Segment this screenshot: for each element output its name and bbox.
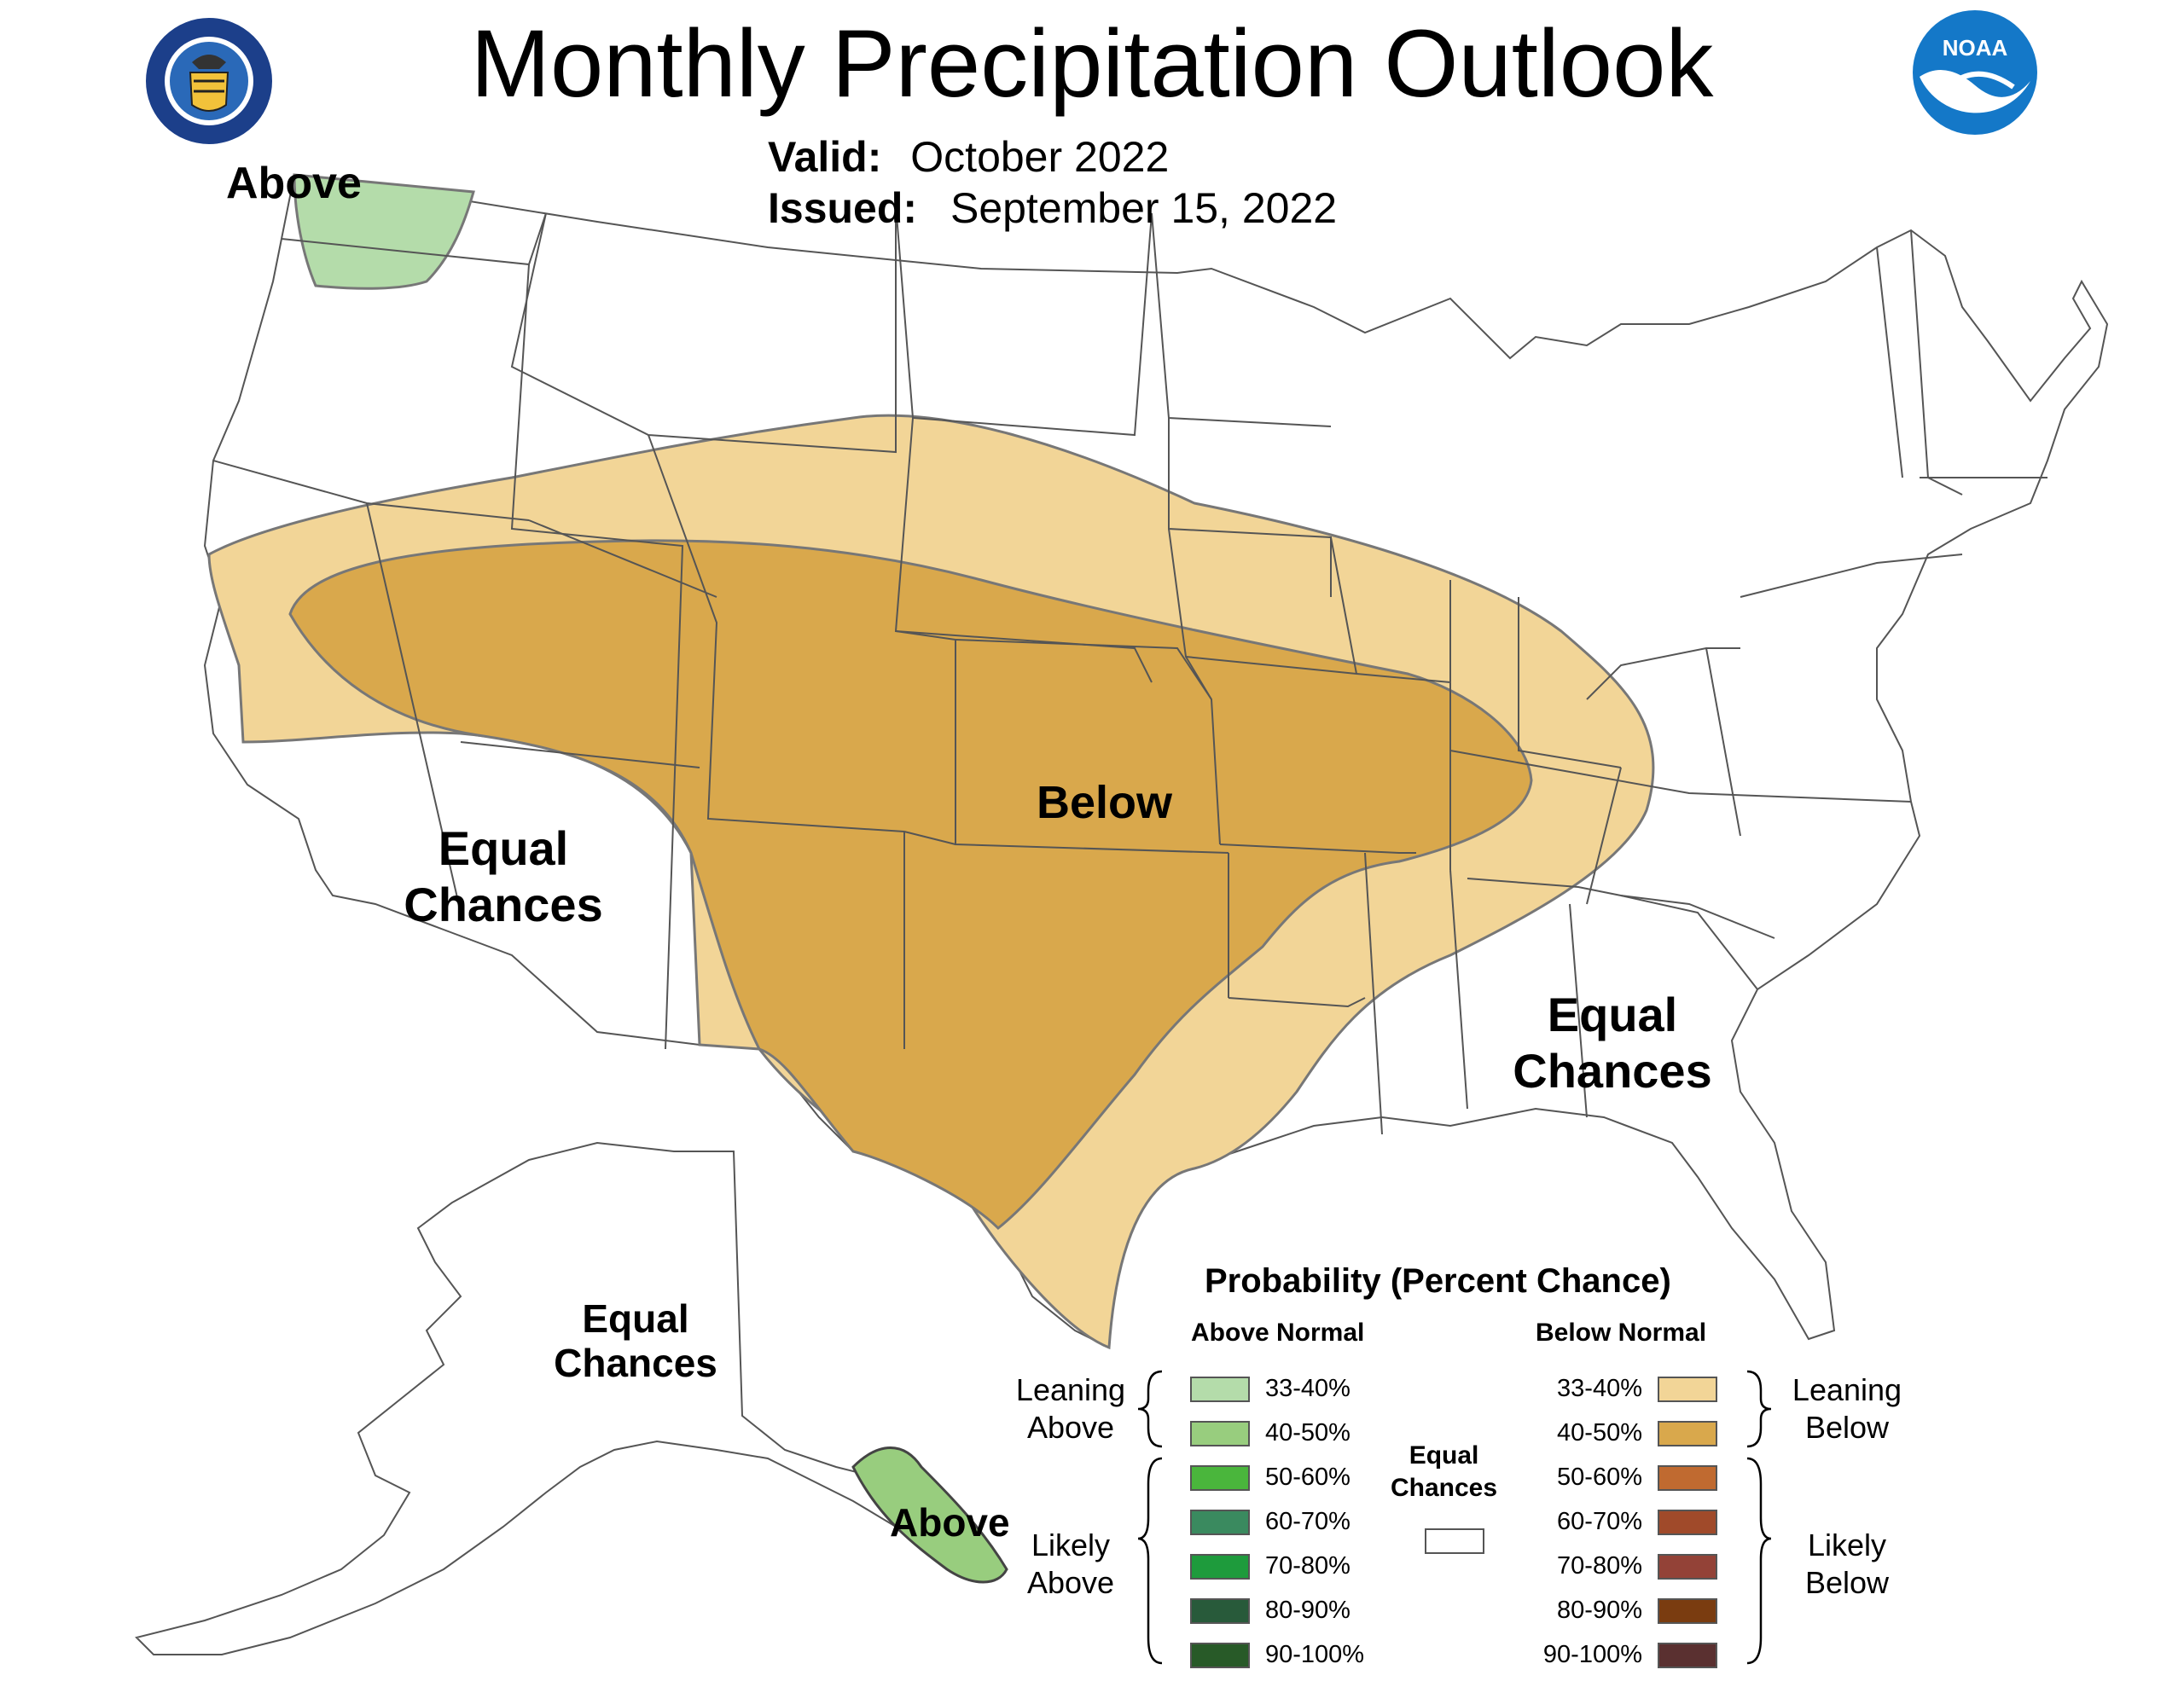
likely-below-line2: Below: [1804, 1565, 1890, 1600]
legend-below-braces: [1746, 1370, 1772, 1665]
valid-label: Valid:: [768, 133, 882, 181]
legend-below-label: 70-80%: [1557, 1552, 1642, 1580]
label-west-equal-line1: Equal: [438, 821, 569, 875]
legend-below-row: 40-50%: [1531, 1419, 1717, 1447]
legend-below-swatch: [1658, 1376, 1717, 1402]
legend-below-label: 90-100%: [1542, 1641, 1642, 1668]
legend-below-swatch: [1658, 1420, 1717, 1446]
legend-above-header: Above Normal: [1191, 1319, 1365, 1347]
legend-above-label: 70-80%: [1265, 1552, 1350, 1580]
legend-above-swatch: [1190, 1420, 1250, 1446]
legend-below-header: Below Normal: [1536, 1319, 1707, 1347]
legend-above-row: 60-70%: [1190, 1508, 1350, 1536]
legend-below-row: 33-40%: [1531, 1375, 1717, 1403]
legend-above-swatch: [1190, 1597, 1250, 1624]
issued-label: Issued:: [768, 184, 918, 232]
commerce-seal-logo: [142, 14, 276, 148]
likely-above-line1: Likely: [1031, 1528, 1111, 1562]
alaska-outline: [135, 1141, 1008, 1655]
legend-above-label: 60-70%: [1265, 1508, 1350, 1535]
legend-above-label: 33-40%: [1265, 1375, 1350, 1402]
legend-equal-chances-label: Equal Chances: [1391, 1440, 1497, 1504]
leaning-above-line2: Above: [1026, 1410, 1115, 1445]
map-title: Monthly Precipitation Outlook: [470, 10, 1714, 117]
legend-above-braces: [1137, 1370, 1163, 1665]
issued-value: September 15, 2022: [950, 184, 1338, 232]
leaning-above-line1: Leaning: [1015, 1372, 1126, 1407]
noaa-logo: NOAA: [1913, 10, 2037, 135]
legend-above-row: 80-90%: [1190, 1597, 1350, 1625]
state-boundaries: [212, 204, 2048, 1135]
legend-above-row: 70-80%: [1190, 1552, 1350, 1580]
noaa-logo-text: NOAA: [1943, 35, 2008, 61]
legend-title: Probability (Percent Chance): [1205, 1262, 1671, 1300]
legend-above-label: 50-60%: [1265, 1464, 1350, 1491]
legend-below-swatch: [1658, 1509, 1717, 1535]
legend-above-swatch: [1190, 1642, 1250, 1668]
likely-below-line1: Likely: [1807, 1528, 1887, 1562]
likely-above-line2: Above: [1026, 1565, 1115, 1600]
legend-below-row: 70-80%: [1531, 1552, 1717, 1580]
legend-below-row: 60-70%: [1531, 1508, 1717, 1536]
label-east-equal-line1: Equal: [1547, 988, 1678, 1041]
legend-below-row: 90-100%: [1531, 1641, 1717, 1669]
legend-below-swatch: [1658, 1553, 1717, 1580]
valid-row: Valid: October 2022: [768, 132, 1169, 182]
legend-above-row: 33-40%: [1190, 1375, 1350, 1403]
legend-below-label: 50-60%: [1557, 1464, 1642, 1491]
label-nw-above: Above: [226, 159, 362, 208]
label-west-equal-chances: Equal Chances: [392, 820, 614, 933]
label-alaska-equal-line1: Equal: [582, 1296, 689, 1341]
valid-value: October 2022: [910, 133, 1170, 181]
alaska-above-region: [851, 1446, 1008, 1584]
legend-below-swatch: [1658, 1597, 1717, 1624]
legend-above-row: 40-50%: [1190, 1419, 1350, 1447]
legend-above-swatch: [1190, 1376, 1250, 1402]
below-40-50-region: [288, 539, 1533, 1231]
legend-below-label: 60-70%: [1557, 1508, 1642, 1535]
legend-above-label: 40-50%: [1265, 1419, 1350, 1446]
legend-below-row: 80-90%: [1531, 1597, 1717, 1625]
label-alaska-above: Above: [890, 1500, 1010, 1545]
legend-equal-chances-swatch: [1425, 1528, 1484, 1554]
legend-above-swatch: [1190, 1553, 1250, 1580]
legend-above-swatch: [1190, 1509, 1250, 1535]
legend-above-swatch: [1190, 1464, 1250, 1491]
legend-equal-line2: Chances: [1391, 1474, 1498, 1502]
legend-above-label: 80-90%: [1265, 1597, 1350, 1624]
legend-above-row: 50-60%: [1190, 1464, 1350, 1492]
leaning-below-line1: Leaning: [1792, 1372, 1902, 1407]
legend-below-label: 80-90%: [1557, 1597, 1642, 1624]
legend-above-row: 90-100%: [1190, 1641, 1364, 1669]
label-center-below: Below: [1037, 777, 1173, 828]
legend-below-swatch: [1658, 1642, 1717, 1668]
legend-leaning-above-label: Leaning Above: [1007, 1371, 1135, 1446]
legend-equal-line1: Equal: [1409, 1441, 1479, 1470]
legend-below-row: 50-60%: [1531, 1464, 1717, 1492]
legend-likely-below-label: Likely Below: [1783, 1527, 1911, 1602]
legend-below-swatch: [1658, 1464, 1717, 1491]
label-east-equal-chances: Equal Chances: [1502, 987, 1723, 1099]
legend-leaning-below-label: Leaning Below: [1783, 1371, 1911, 1446]
legend-below-label: 33-40%: [1557, 1375, 1642, 1402]
legend-likely-above-label: Likely Above: [1007, 1527, 1135, 1602]
label-alaska-equal-line2: Chances: [554, 1341, 717, 1385]
label-west-equal-line2: Chances: [404, 878, 603, 931]
label-alaska-equal-chances: Equal Chances: [537, 1296, 734, 1385]
legend-above-label: 90-100%: [1265, 1641, 1365, 1668]
legend-below-label: 40-50%: [1557, 1419, 1642, 1446]
label-east-equal-line2: Chances: [1513, 1044, 1712, 1098]
issued-row: Issued: September 15, 2022: [768, 183, 1337, 233]
leaning-below-line2: Below: [1804, 1410, 1890, 1445]
nw-above-region: [293, 173, 475, 290]
